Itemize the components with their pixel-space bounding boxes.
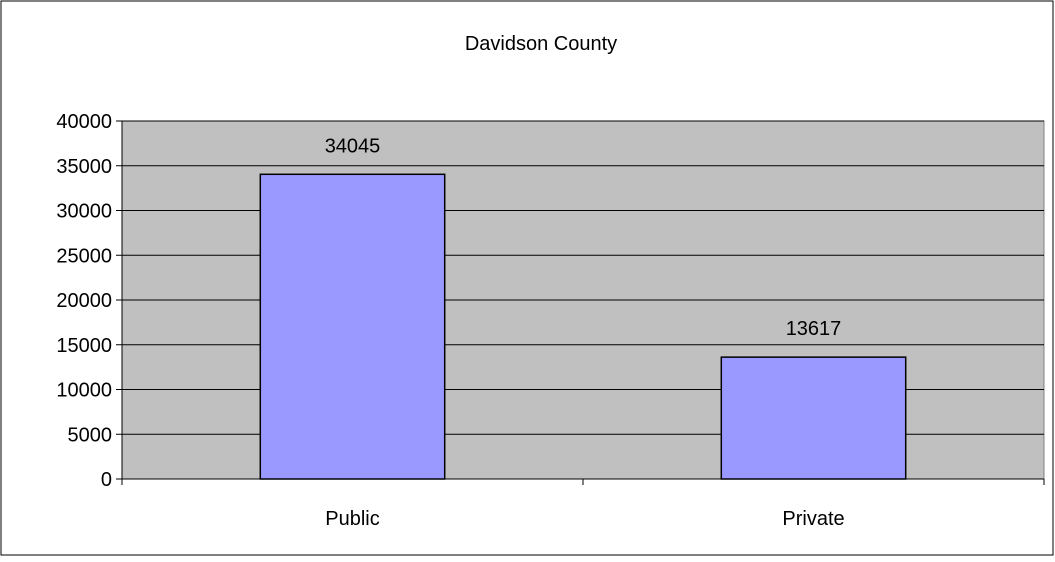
y-tick-label: 25000	[56, 245, 112, 267]
y-tick-label: 15000	[56, 335, 112, 357]
chart-title: Davidson County	[465, 33, 617, 55]
y-tick-label: 10000	[56, 380, 112, 402]
data-labels: 34045 13617	[325, 135, 842, 340]
bar-private	[720, 356, 907, 480]
y-tick-label: 0	[101, 469, 112, 491]
x-tick-label: Private	[782, 508, 844, 530]
bar-public	[259, 173, 446, 480]
x-tick-label: Public	[325, 508, 379, 530]
bars	[259, 173, 907, 480]
y-tick-label: 40000	[56, 111, 112, 133]
data-label-public: 34045	[325, 135, 381, 157]
y-tick-label: 20000	[56, 290, 112, 312]
y-tick-label: 35000	[56, 156, 112, 178]
y-axis-ticks: 0 5000 10000 15000 20000 25000 30000 35000 40000	[56, 111, 122, 491]
data-label-private: 13617	[786, 318, 842, 340]
y-tick-label: 30000	[56, 201, 112, 223]
y-tick-label: 5000	[68, 424, 113, 446]
x-axis-ticks: Public Private	[121, 479, 1045, 530]
